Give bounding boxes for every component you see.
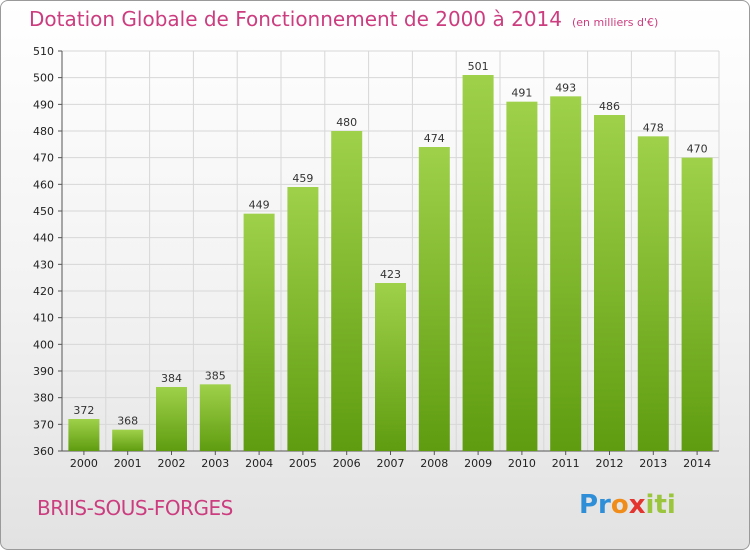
x-tick-label: 2009 bbox=[464, 457, 492, 470]
y-tick-label: 480 bbox=[33, 125, 54, 138]
bar bbox=[156, 387, 187, 451]
y-tick-label: 490 bbox=[33, 98, 54, 111]
title-unit: (en milliers d'€) bbox=[572, 16, 659, 29]
bar bbox=[506, 101, 538, 452]
bar bbox=[550, 96, 582, 451]
x-tick-label: 2014 bbox=[683, 457, 711, 470]
y-tick-label: 360 bbox=[33, 445, 54, 458]
y-tick-label: 410 bbox=[33, 312, 54, 325]
y-tick-label: 380 bbox=[33, 392, 54, 405]
y-tick-label: 470 bbox=[33, 152, 54, 165]
x-tick-label: 2000 bbox=[70, 457, 98, 470]
bar bbox=[594, 115, 625, 451]
x-tick-label: 2004 bbox=[245, 457, 273, 470]
y-tick-label: 450 bbox=[33, 205, 54, 218]
y-tick-label: 440 bbox=[33, 232, 54, 245]
bar-value-label: 478 bbox=[643, 121, 664, 134]
bar-value-label: 372 bbox=[73, 404, 94, 417]
y-tick-label: 510 bbox=[33, 45, 54, 58]
y-tick-label: 370 bbox=[33, 418, 54, 431]
bar-value-label: 493 bbox=[555, 81, 576, 94]
bar bbox=[287, 187, 319, 451]
x-tick-label: 2007 bbox=[377, 457, 405, 470]
x-tick-label: 2010 bbox=[508, 457, 536, 470]
x-tick-label: 2012 bbox=[596, 457, 624, 470]
bar bbox=[418, 147, 450, 451]
x-tick-label: 2006 bbox=[333, 457, 361, 470]
bar bbox=[681, 157, 713, 451]
commune-name: BRIIS-SOUS-FORGES bbox=[37, 496, 233, 520]
bar bbox=[68, 419, 100, 451]
bar bbox=[637, 136, 669, 452]
bar bbox=[375, 283, 406, 451]
y-tick-label: 390 bbox=[33, 365, 54, 378]
bar-value-label: 459 bbox=[292, 172, 313, 185]
bar bbox=[462, 75, 494, 451]
y-tick-label: 460 bbox=[33, 178, 54, 191]
bar-value-label: 368 bbox=[117, 415, 138, 428]
logo-part-2: o bbox=[610, 490, 629, 520]
x-tick-label: 2003 bbox=[201, 457, 229, 470]
bar bbox=[199, 384, 231, 451]
x-tick-label: 2011 bbox=[552, 457, 580, 470]
proxiti-logo[interactable]: Proxiti bbox=[579, 490, 676, 520]
bar-value-label: 501 bbox=[468, 60, 489, 73]
x-axis: 2000 2001 2002 2003 2004 2005 2006 2007 2008 2009… bbox=[70, 451, 711, 470]
bar-value-label: 480 bbox=[336, 116, 357, 129]
bar-value-label: 491 bbox=[511, 87, 532, 100]
bar-value-label: 474 bbox=[424, 132, 445, 145]
x-tick-label: 2013 bbox=[639, 457, 667, 470]
x-tick-label: 2005 bbox=[289, 457, 317, 470]
chart-title: Dotation Globale de Fonctionnement de 20… bbox=[29, 7, 658, 31]
bar-value-label: 486 bbox=[599, 100, 620, 113]
bar-value-label: 470 bbox=[687, 143, 708, 156]
bar-value-label: 449 bbox=[249, 199, 270, 212]
logo-part-1: Pr bbox=[579, 490, 611, 520]
bar bbox=[331, 131, 363, 451]
bars: 372 368 384 385 449 459 480 423 474 501 491 493 486 4… bbox=[68, 60, 713, 452]
y-tick-label: 400 bbox=[33, 338, 54, 351]
y-tick-label: 500 bbox=[33, 72, 54, 85]
bar bbox=[112, 429, 144, 451]
bar-value-label: 384 bbox=[161, 372, 182, 385]
logo-part-4: iti bbox=[645, 490, 676, 520]
x-tick-label: 2001 bbox=[114, 457, 142, 470]
bar-value-label: 423 bbox=[380, 268, 401, 281]
logo-part-3: x bbox=[628, 490, 646, 520]
bar-value-label: 385 bbox=[205, 369, 226, 382]
title-main: Dotation Globale de Fonctionnement de 20… bbox=[29, 7, 562, 31]
y-tick-label: 420 bbox=[33, 285, 54, 298]
x-tick-label: 2002 bbox=[158, 457, 186, 470]
x-tick-label: 2008 bbox=[420, 457, 448, 470]
y-tick-label: 430 bbox=[33, 258, 54, 271]
bar bbox=[243, 213, 275, 451]
